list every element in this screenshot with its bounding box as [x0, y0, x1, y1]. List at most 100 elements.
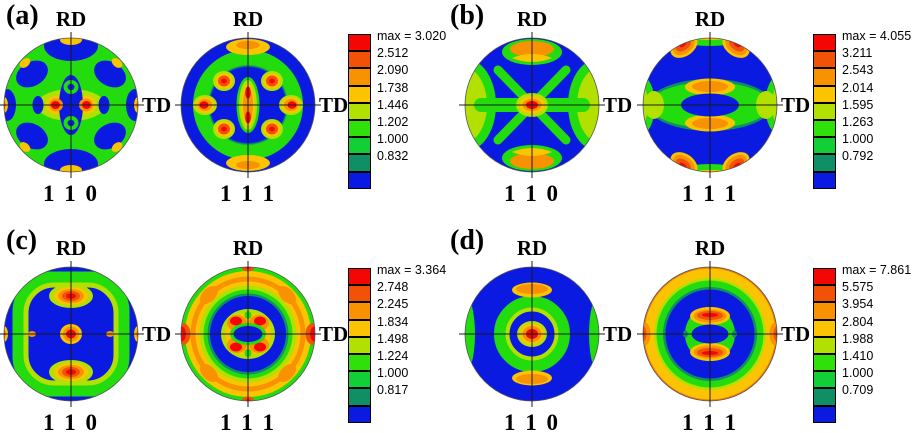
legend-value: 3.954: [842, 297, 874, 312]
legend-swatch: [348, 353, 371, 372]
legend-swatch: [348, 336, 371, 354]
legend-swatch: [348, 34, 371, 52]
miller-indices-label: 1 1 0: [43, 410, 99, 433]
legend-swatch: [813, 371, 836, 389]
legend-labels: max = 3.020 2.512 2.090 1.738 1.446 1.202 1.0…: [377, 28, 446, 166]
legend-swatch: [348, 68, 371, 86]
legend-value: 2.245: [377, 297, 409, 312]
legend-value: 0.792: [842, 149, 874, 164]
legend-value: 1.000: [842, 366, 874, 381]
legend-value: 3.211: [842, 46, 873, 61]
legend-value: 1.224: [377, 348, 409, 363]
legend-swatch: [348, 405, 371, 423]
legend-value: 1.446: [377, 97, 409, 112]
rd-axis-label: RD: [694, 7, 726, 31]
miller-indices-label: 1 1 0: [504, 410, 560, 433]
panel-b: (b) RD: [450, 0, 917, 217]
pole-figure-c-110-plot: [0, 261, 144, 407]
legend-max-label: max = 4.055: [842, 29, 912, 43]
legend-swatch: [813, 119, 836, 138]
legend-max-label: max = 7.861: [842, 263, 912, 277]
pole-figure-d-110: RD: [456, 231, 632, 433]
legend-values: 2.748 2.245 1.834 1.498 1.224 1.000 0.817: [377, 279, 446, 399]
pole-figure-a-111-plot: [175, 32, 321, 178]
rd-axis-label: RD: [232, 7, 264, 31]
pole-figure-c-111: RD: [172, 231, 348, 433]
legend-labels: max = 3.364 2.748 2.245 1.834 1.498 1.224 1.0…: [377, 262, 446, 400]
rd-axis-label: RD: [55, 236, 87, 260]
legend-swatch: [348, 268, 371, 286]
miller-indices-label: 1 1 0: [43, 181, 99, 206]
pole-figure-b-111-plot: [637, 32, 783, 178]
legend-swatch: [348, 388, 371, 406]
panel-d-label: (d): [450, 225, 485, 256]
legend-swatch: [348, 119, 371, 138]
legend-swatch-column: [348, 268, 371, 423]
pole-figure-d-110-plot: [459, 261, 605, 407]
td-axis-label: TD: [603, 322, 633, 346]
legend-swatch: [348, 371, 371, 389]
td-axis-label: TD: [781, 322, 811, 346]
legend-swatch: [813, 285, 836, 303]
legend-swatch: [813, 85, 836, 103]
pole-figure-a-110: RD: [0, 2, 171, 207]
panel-c: (c) RD 1 1: [0, 217, 460, 433]
legend-labels: max = 7.861 5.575 3.954 2.804 1.988 1.410 1.0…: [842, 262, 911, 400]
panel-a: (a) RD: [0, 0, 460, 217]
legend-value: 1.263: [842, 114, 874, 129]
pole-figure-d-111: RD: [634, 231, 810, 433]
legend-swatch: [348, 154, 371, 172]
legend-swatch: [813, 51, 836, 69]
pole-figure-c-111-plot: [175, 261, 321, 407]
miller-indices-label: 1 1 1: [682, 410, 738, 433]
legend-value: 1.000: [377, 132, 409, 147]
legend-swatch: [813, 268, 836, 286]
rd-axis-label: RD: [516, 7, 548, 31]
pole-figure-b-110-plot: [459, 32, 605, 178]
legend-swatch: [813, 336, 836, 354]
legend-swatch: [348, 85, 371, 103]
legend-swatch: [348, 102, 371, 120]
legend-value: 5.575: [842, 280, 874, 295]
legend-value: 1.410: [842, 348, 874, 363]
legend-swatch-column: [348, 34, 371, 189]
legend-value: 2.543: [842, 63, 874, 78]
legend-value: 2.804: [842, 314, 874, 329]
miller-indices-label: 1 1 1: [220, 181, 276, 206]
legend-value: 1.000: [377, 366, 409, 381]
legend-swatch: [813, 171, 836, 189]
legend-value: 0.817: [377, 383, 409, 398]
td-axis-label: TD: [781, 93, 811, 117]
legend-value: 1.000: [842, 132, 874, 147]
legend-values: 3.211 2.543 2.014 1.595 1.263 1.000 0.792: [842, 45, 911, 165]
legend-value: 0.832: [377, 149, 409, 164]
legend-labels: max = 4.055 3.211 2.543 2.014 1.595 1.263 1.0…: [842, 28, 911, 166]
td-axis-label: TD: [319, 322, 349, 346]
panel-a-label: (a): [6, 0, 39, 31]
legend-swatch: [813, 68, 836, 86]
legend-value: 1.834: [377, 314, 409, 329]
legend-swatch: [348, 171, 371, 189]
legend-value: 1.595: [842, 97, 874, 112]
rd-axis-label: RD: [232, 236, 264, 260]
legend-value: 2.090: [377, 63, 409, 78]
miller-indices-label: 1 1 0: [504, 181, 560, 206]
legend-swatch: [813, 102, 836, 120]
legend-swatch: [348, 137, 371, 155]
legend-values: 2.512 2.090 1.738 1.446 1.202 1.000 0.832: [377, 45, 446, 165]
legend-swatch: [348, 51, 371, 69]
pole-figure-b-110: RD: [456, 2, 632, 207]
legend-value: 1.988: [842, 331, 874, 346]
rd-axis-label: RD: [516, 236, 548, 260]
pole-figure-b-111: RD: [634, 2, 810, 207]
legend-max-label: max = 3.364: [377, 263, 447, 277]
legend-max-label: max = 3.020: [377, 29, 447, 43]
legend-swatch: [813, 302, 836, 320]
pole-figure-d-111-plot: [637, 261, 783, 407]
miller-indices-label: 1 1 1: [682, 181, 738, 206]
legend-value: 1.738: [377, 80, 409, 95]
panel-d: (d) RD: [450, 217, 917, 433]
td-axis-label: TD: [142, 93, 172, 117]
legend-swatch: [813, 154, 836, 172]
